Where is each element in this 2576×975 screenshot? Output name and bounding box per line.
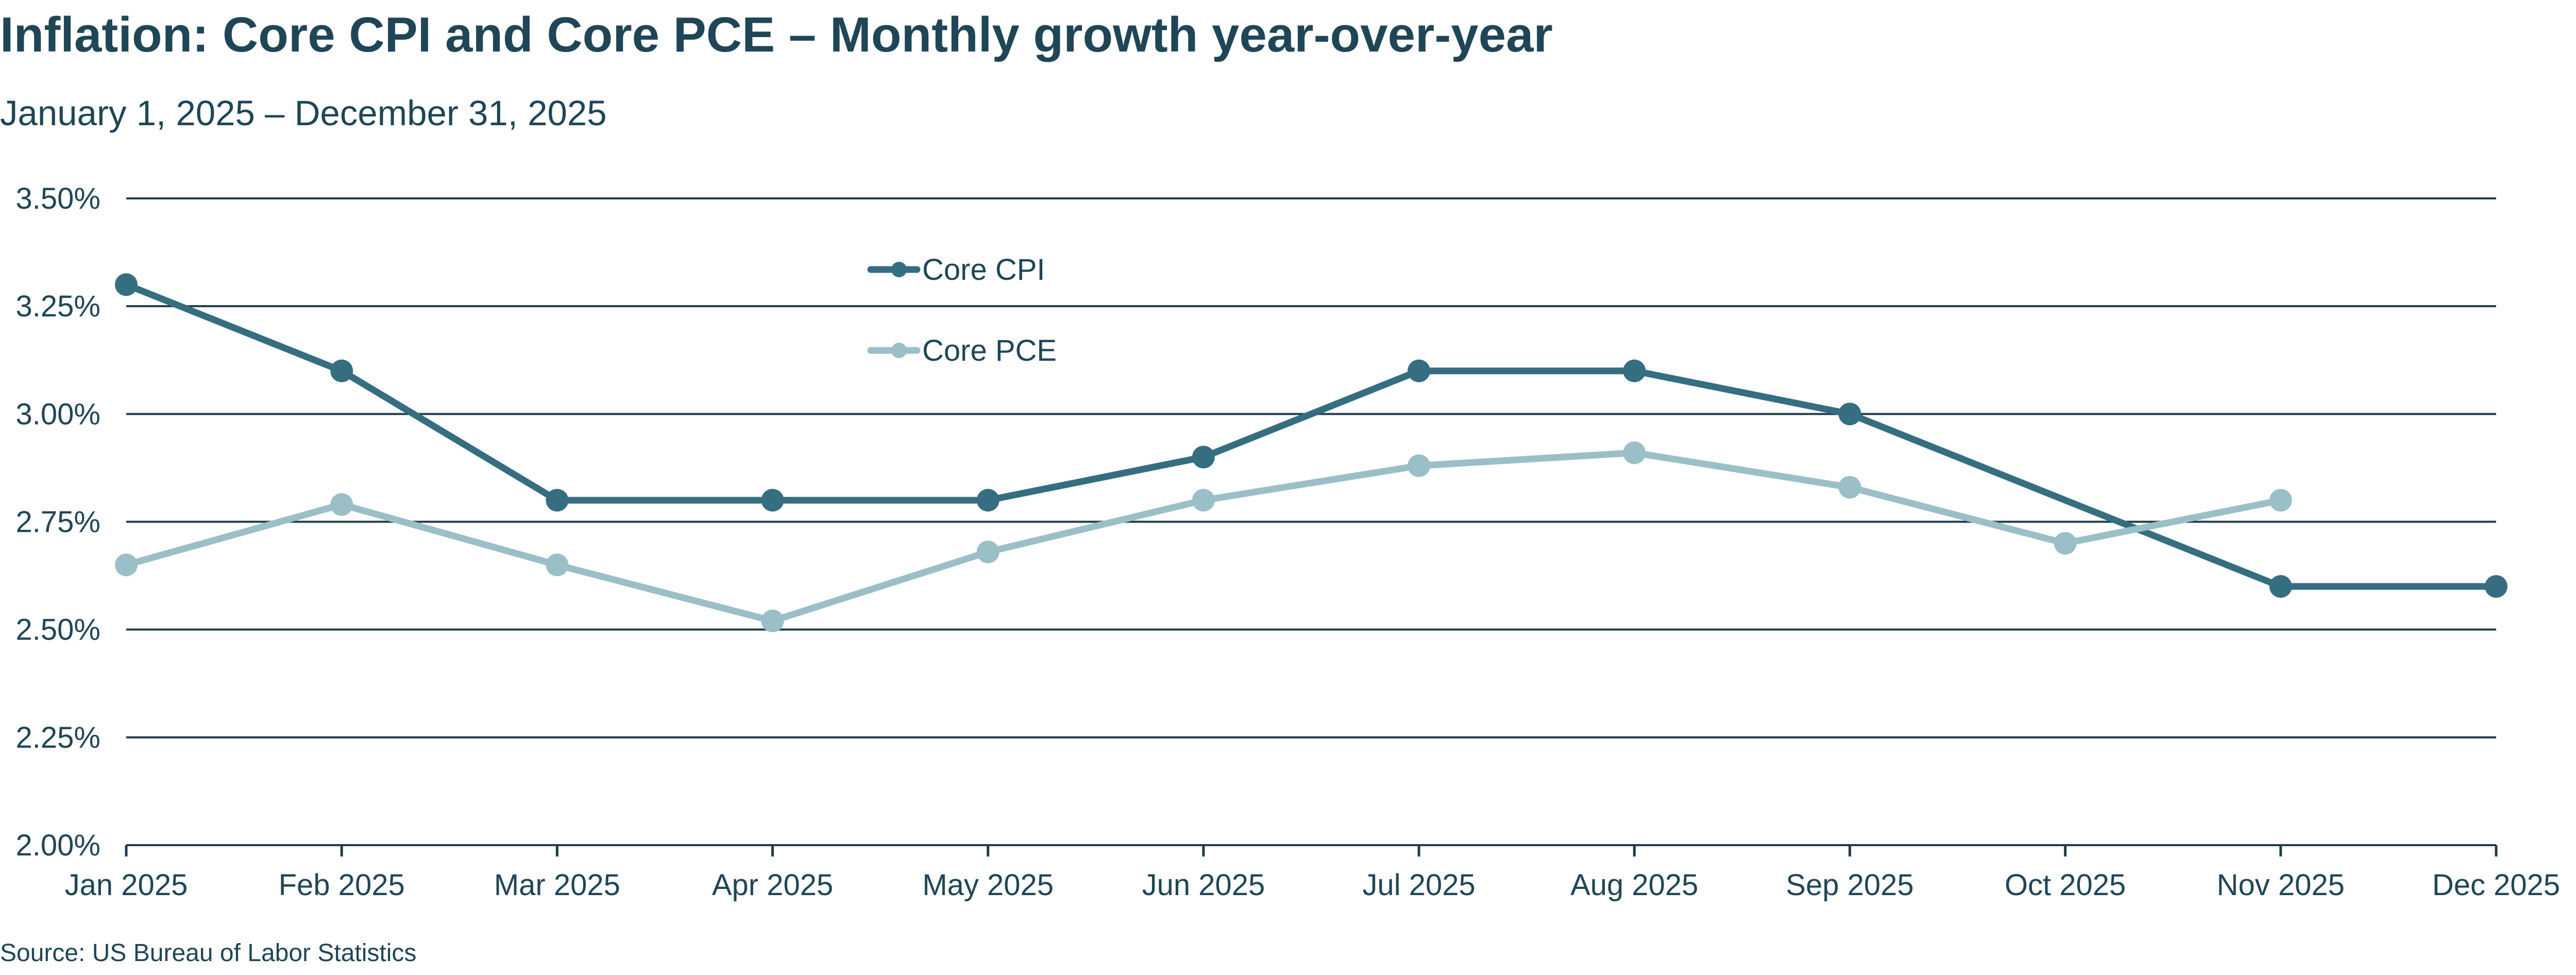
data-point: [546, 489, 569, 512]
x-tick-label: Mar 2025: [494, 868, 620, 902]
axes: 2.00% 2.25% 2.50% 2.75% 3.00% 3.25% 3.50% Jan 2…: [16, 182, 2561, 902]
data-point: [2054, 532, 2077, 555]
x-tick-label: Feb 2025: [279, 868, 405, 902]
data-point: [761, 609, 784, 632]
data-point: [1408, 359, 1431, 382]
legend-label: Core CPI: [922, 253, 1045, 287]
x-tick-label: Jul 2025: [1362, 868, 1475, 902]
data-point: [761, 489, 784, 512]
data-point: [330, 493, 353, 516]
x-tick-label: Sep 2025: [1786, 868, 1913, 902]
chart-subtitle: January 1, 2025 – December 31, 2025: [0, 93, 607, 133]
y-tick-label: 2.00%: [16, 829, 100, 862]
series-line-1: [123, 449, 2284, 625]
chart-title: Inflation: Core CPI and Core PCE – Month…: [0, 7, 1553, 62]
series: [115, 273, 2507, 632]
chart-source: Source: US Bureau of Labor Statistics: [0, 939, 417, 967]
data-point: [2269, 489, 2292, 512]
x-tick-label: Oct 2025: [2005, 868, 2126, 902]
data-point: [2485, 575, 2507, 598]
data-point: [976, 541, 999, 564]
y-tick-label: 2.50%: [16, 613, 100, 647]
data-point: [1192, 489, 1215, 512]
y-tick-label: 3.50%: [16, 182, 100, 215]
data-point: [976, 489, 999, 512]
data-point: [115, 273, 138, 296]
data-point: [2269, 575, 2292, 598]
x-tick-label: May 2025: [922, 868, 1054, 902]
data-point: [1192, 446, 1215, 468]
data-point: [1838, 402, 1861, 426]
y-tick-label: 2.75%: [16, 506, 100, 539]
x-tick-label: Apr 2025: [712, 868, 833, 902]
grid-lines: [126, 197, 2496, 846]
x-tick-label: Jun 2025: [1142, 868, 1265, 902]
y-tick-label: 3.25%: [16, 290, 100, 323]
legend: Core CPI Core PCE: [867, 253, 1057, 367]
x-tick-label: Aug 2025: [1570, 868, 1698, 902]
legend-swatch-marker: [891, 262, 907, 277]
data-point: [1623, 359, 1646, 382]
x-tick-label: Nov 2025: [2217, 868, 2345, 902]
y-tick-label: 3.00%: [16, 397, 100, 431]
data-point: [1838, 476, 1861, 499]
x-tick-label: Jan 2025: [65, 868, 188, 902]
x-tick-label: Dec 2025: [2432, 868, 2560, 902]
legend-label: Core PCE: [922, 334, 1057, 367]
y-tick-label: 2.25%: [16, 721, 100, 754]
data-point: [1408, 454, 1431, 477]
data-point: [1623, 441, 1646, 464]
data-point: [330, 359, 353, 382]
legend-swatch-marker: [891, 343, 907, 358]
data-point: [546, 553, 569, 577]
data-point: [115, 553, 138, 577]
